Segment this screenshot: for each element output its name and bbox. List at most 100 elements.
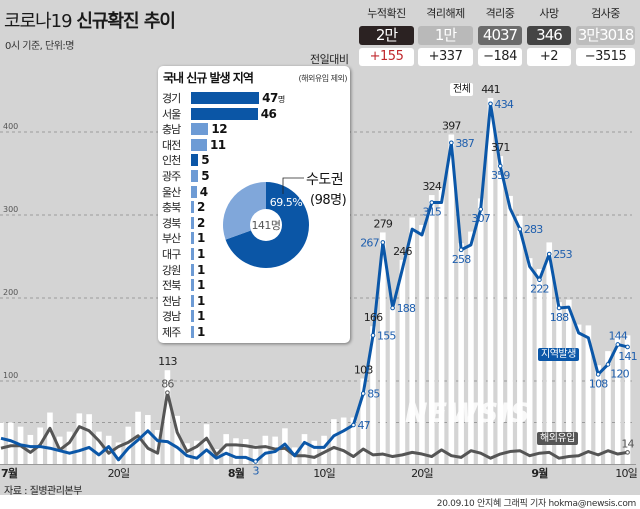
title-bold: 신규확진 추이 — [76, 11, 176, 32]
bar-total — [184, 443, 190, 464]
region-value-number: 4 — [199, 184, 208, 199]
bar-total — [497, 156, 504, 464]
region-row: 대구 1 — [162, 247, 205, 261]
data-point-marker — [165, 390, 170, 395]
bar-total — [223, 434, 229, 464]
data-label: 86 — [161, 378, 174, 391]
data-label: 120 — [610, 367, 629, 380]
region-row: 울산 4 — [162, 185, 208, 199]
bar-total — [448, 134, 455, 465]
legend-imported: 해외유입 — [537, 432, 578, 445]
data-label: 253 — [553, 248, 572, 261]
donut-hole — [250, 209, 282, 241]
region-value: 47명 — [262, 91, 285, 105]
region-name: 부산 — [162, 232, 181, 246]
data-label: 85 — [367, 387, 380, 400]
bar-total — [27, 434, 34, 464]
bar-total — [595, 365, 601, 464]
data-point-marker — [458, 247, 464, 253]
region-name: 경남 — [162, 310, 181, 324]
bar-total — [389, 300, 396, 464]
bar-total — [115, 442, 122, 464]
data-point-marker — [615, 342, 621, 347]
region-bar — [191, 310, 194, 323]
bar-total — [252, 444, 259, 464]
region-row: 충남 12 — [162, 122, 228, 137]
stat-total: 346 — [527, 26, 571, 45]
data-label: 283 — [524, 223, 543, 236]
data-point-marker — [595, 372, 601, 377]
bar-total — [419, 224, 425, 464]
data-label: 113 — [158, 355, 177, 368]
bar-total — [66, 431, 73, 464]
region-row: 경북 2 — [162, 216, 205, 230]
x-tick-label: 8월 — [228, 466, 245, 480]
region-value: 1 — [197, 263, 205, 277]
region-value: 4 — [200, 185, 208, 199]
bar-total — [614, 334, 621, 464]
page-title: 코로나19 신규확진 추이 — [4, 7, 176, 33]
stat-label: 사망 — [539, 7, 559, 20]
region-inset-panel: 국내 신규 발생 지역 (해외유입 제외) 경기 47명 서울 46 충남 12 대전… — [158, 66, 350, 343]
region-bar — [191, 138, 207, 151]
donut-percent-label: 69.5% — [270, 196, 302, 209]
data-label: 359 — [491, 169, 510, 182]
data-label: 103 — [354, 364, 373, 377]
region-name: 인천 — [162, 154, 181, 168]
data-label: 108 — [589, 377, 608, 390]
bar-total — [203, 424, 210, 464]
data-label: 267 — [360, 236, 379, 249]
region-value-number: 12 — [211, 122, 228, 137]
region-bar — [191, 232, 194, 245]
bar-total — [174, 415, 181, 464]
x-tick-label: 9월 — [531, 466, 548, 480]
region-value: 1 — [197, 309, 205, 323]
region-row: 제주 1 — [162, 325, 205, 339]
bar-total — [526, 258, 533, 464]
region-row: 인천 5 — [162, 153, 210, 168]
region-name: 경기 — [162, 92, 181, 105]
bar-total — [233, 438, 239, 464]
data-point-marker — [625, 450, 630, 455]
bar-total — [86, 414, 92, 464]
data-label: 246 — [393, 245, 412, 258]
region-row: 광주 5 — [162, 169, 210, 183]
region-bar — [191, 123, 209, 136]
line-local — [0, 102, 628, 464]
newsis-watermark-logo: NEWSIS — [405, 398, 531, 429]
y-tick-label: 100 — [3, 371, 18, 380]
region-value-number: 2 — [197, 215, 205, 230]
region-name: 충남 — [162, 123, 181, 137]
region-name: 제주 — [162, 326, 181, 339]
x-tick-label: 7월 — [1, 466, 18, 480]
region-name: 충북 — [162, 201, 181, 215]
stat-label: 검사중 — [591, 7, 620, 20]
region-value: 5 — [201, 153, 209, 167]
stat-1: 격리해제 1만7360 +337 — [418, 6, 473, 66]
region-value: 1 — [197, 325, 205, 339]
bar-total — [370, 326, 376, 464]
stat-2: 격리중 4037 −184 — [478, 6, 522, 66]
data-point-marker — [253, 459, 258, 464]
data-label: 166 — [364, 311, 383, 324]
region-name: 대전 — [162, 138, 181, 152]
region-row: 서울 46 — [162, 107, 277, 121]
x-tick-label: 20일 — [411, 466, 433, 480]
inset-title: 국내 신규 발생 지역 — [163, 71, 254, 85]
region-bar — [191, 326, 194, 338]
data-label: 258 — [452, 253, 471, 266]
region-value-number: 1 — [197, 278, 205, 293]
region-value-number: 1 — [197, 325, 205, 339]
bar-total — [0, 422, 4, 464]
data-point-marker — [370, 333, 376, 338]
bar-total — [145, 415, 151, 464]
region-row: 전북 1 — [162, 278, 205, 292]
leader-line — [282, 177, 304, 194]
region-bar — [191, 154, 199, 167]
y-tick-label: 300 — [3, 205, 18, 214]
bar-total — [331, 419, 337, 464]
region-value-number: 1 — [197, 231, 205, 246]
bar-total — [262, 435, 269, 464]
data-label: 222 — [530, 283, 549, 296]
subtitle: 0시 기준, 단위:명 — [5, 41, 74, 52]
